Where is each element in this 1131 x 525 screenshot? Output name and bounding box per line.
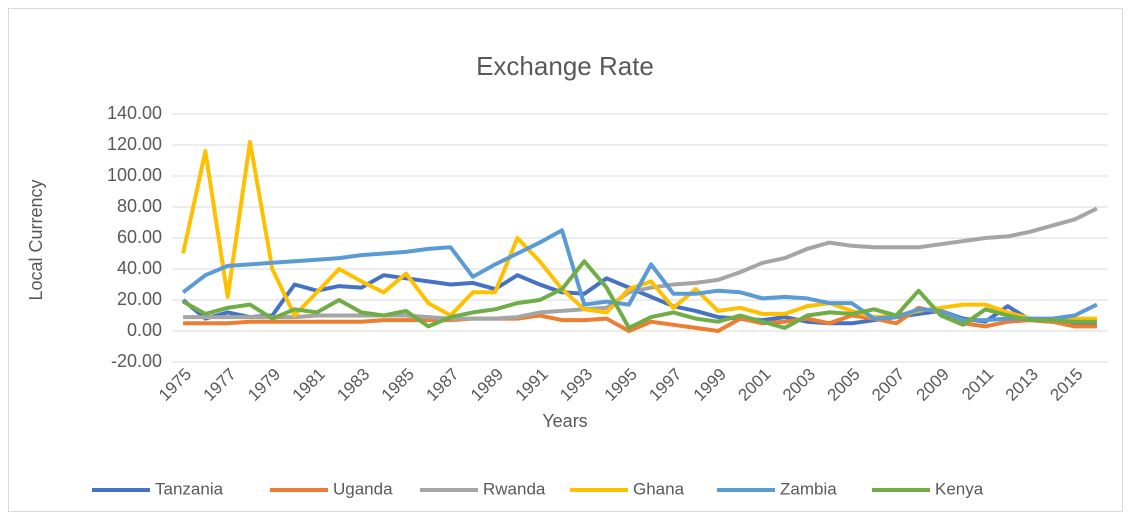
y-tick-label: 40.00 — [117, 258, 162, 278]
y-tick-label: 60.00 — [117, 227, 162, 247]
y-tick-label: -20.00 — [111, 351, 162, 371]
y-tick-label: 140.00 — [107, 103, 162, 123]
y-tick-label: 80.00 — [117, 196, 162, 216]
legend-label: Uganda — [333, 479, 393, 498]
legend-label: Zambia — [780, 479, 837, 498]
legend-label: Tanzania — [155, 479, 224, 498]
legend-label: Kenya — [935, 479, 984, 498]
y-tick-label: 0.00 — [127, 320, 162, 340]
legend-label: Rwanda — [483, 479, 546, 498]
series-line — [183, 206, 1098, 321]
y-tick-label: 20.00 — [117, 289, 162, 309]
y-tick-label: 100.00 — [107, 165, 162, 185]
y-tick-label: 120.00 — [107, 134, 162, 154]
series-line — [182, 259, 1097, 330]
legend-label: Ghana — [633, 479, 685, 498]
chart-frame — [8, 8, 1123, 512]
series-line — [181, 228, 1098, 323]
y-axis-title: Local Currency — [26, 179, 46, 300]
x-axis-title: Years — [542, 411, 587, 431]
chart-title: Exchange Rate — [476, 51, 654, 81]
